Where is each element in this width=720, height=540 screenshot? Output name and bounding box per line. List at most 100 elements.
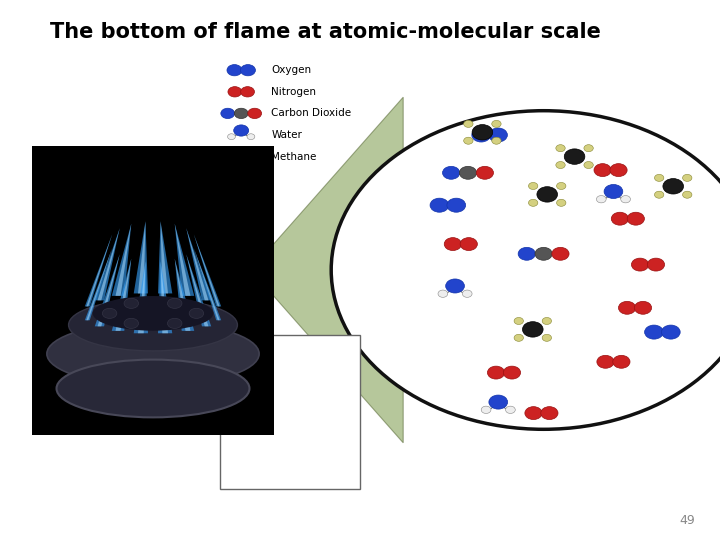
Circle shape [564,149,585,164]
Circle shape [542,334,552,341]
Circle shape [248,160,256,166]
Circle shape [584,161,593,168]
Circle shape [228,86,242,97]
Circle shape [459,166,477,179]
Ellipse shape [56,360,250,417]
Circle shape [234,108,248,119]
Circle shape [489,128,508,142]
Text: The bottom of flame at atomic-molecular scale: The bottom of flame at atomic-molecular … [50,22,601,42]
Circle shape [654,191,664,198]
Circle shape [627,212,644,225]
Circle shape [240,86,254,97]
Circle shape [594,164,611,177]
Polygon shape [97,254,120,326]
Polygon shape [158,221,172,293]
Circle shape [489,395,508,409]
Circle shape [523,322,543,337]
Circle shape [247,134,255,140]
Circle shape [556,161,565,168]
Polygon shape [186,254,209,326]
Polygon shape [97,228,120,300]
Circle shape [514,334,523,341]
Text: Oxygen: Oxygen [271,65,312,75]
Polygon shape [83,241,109,313]
Text: Methane: Methane [271,152,317,161]
Ellipse shape [47,322,259,386]
Polygon shape [158,261,172,333]
Polygon shape [194,248,221,320]
Polygon shape [197,241,223,313]
Circle shape [525,407,542,420]
Circle shape [535,247,552,260]
Polygon shape [186,228,211,300]
Circle shape [492,120,501,127]
Circle shape [472,128,490,142]
Circle shape [464,137,473,144]
Polygon shape [175,259,191,331]
Polygon shape [85,234,112,306]
Polygon shape [134,261,148,333]
Circle shape [443,166,460,179]
Circle shape [621,195,631,203]
FancyBboxPatch shape [220,335,360,489]
Circle shape [514,318,523,325]
Polygon shape [85,248,112,320]
Circle shape [481,406,491,414]
Polygon shape [115,259,131,331]
Polygon shape [175,224,191,296]
Circle shape [556,145,565,152]
Circle shape [226,160,234,166]
Circle shape [234,125,248,136]
Text: 49: 49 [679,514,695,526]
Circle shape [528,199,538,206]
Circle shape [248,108,261,119]
Polygon shape [112,224,131,296]
Polygon shape [194,248,220,320]
Circle shape [446,279,464,293]
Polygon shape [83,241,109,313]
Circle shape [460,238,477,251]
Circle shape [227,65,242,76]
Circle shape [476,166,493,179]
Circle shape [647,258,665,271]
Circle shape [557,199,566,206]
Polygon shape [194,234,220,306]
Circle shape [464,120,473,127]
Circle shape [654,174,664,181]
Ellipse shape [168,298,182,308]
Circle shape [552,247,569,260]
Circle shape [226,147,234,153]
Polygon shape [175,224,194,296]
Ellipse shape [102,308,117,319]
Circle shape [228,134,235,140]
Ellipse shape [189,308,204,319]
Circle shape [505,406,516,414]
Circle shape [631,258,649,271]
Ellipse shape [68,299,238,351]
Circle shape [537,187,557,202]
Circle shape [528,183,538,190]
Ellipse shape [93,296,213,330]
Circle shape [462,290,472,298]
Polygon shape [197,241,223,313]
Text: Water: Water [271,130,302,140]
Circle shape [331,111,720,429]
Text: Carbon Dioxide: Carbon Dioxide [271,109,351,118]
Circle shape [613,355,630,368]
Circle shape [492,137,501,144]
Circle shape [634,301,652,314]
Polygon shape [95,228,120,300]
Ellipse shape [168,318,182,328]
Ellipse shape [124,318,138,328]
Circle shape [557,183,566,190]
Polygon shape [175,259,194,331]
Circle shape [430,198,449,212]
Circle shape [662,325,680,339]
Circle shape [240,65,256,76]
Circle shape [221,108,235,119]
Circle shape [248,147,256,153]
Ellipse shape [124,298,138,308]
Polygon shape [86,234,112,306]
Circle shape [683,191,692,198]
Circle shape [683,174,692,181]
